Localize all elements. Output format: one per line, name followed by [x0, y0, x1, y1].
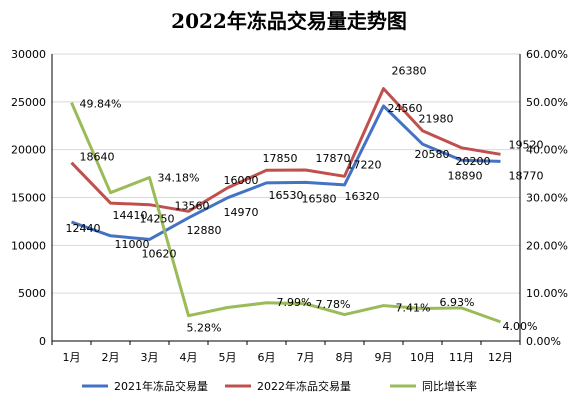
chart-title: 2022年冻品交易量走势图 — [171, 9, 407, 33]
data-label: 7.41% — [396, 302, 431, 315]
x-tick-label: 1月 — [63, 351, 81, 364]
x-tick-label: 6月 — [258, 351, 276, 364]
x-tick-label: 3月 — [141, 351, 159, 364]
data-label: 13560 — [175, 199, 210, 212]
data-label: 7.99% — [277, 296, 312, 309]
data-label: 17870 — [316, 152, 351, 165]
data-label: 14410 — [113, 209, 148, 222]
data-label: 20200 — [456, 155, 491, 168]
x-tick-label: 7月 — [297, 351, 315, 364]
y-right-tick-label: 30.00% — [526, 192, 568, 205]
x-tick-label: 4月 — [180, 351, 198, 364]
data-label: 24560 — [388, 102, 423, 115]
legend-label-2: 2022年冻品交易量 — [257, 379, 351, 393]
data-label: 19520 — [509, 138, 544, 151]
data-label: 16580 — [302, 192, 337, 205]
data-label: 26380 — [392, 65, 427, 78]
legend-label-3: 同比增长率 — [422, 379, 477, 393]
data-label: 17220 — [347, 158, 382, 171]
y-right-tick-label: 20.00% — [526, 239, 568, 252]
data-label: 10620 — [142, 247, 177, 260]
y-right-tick-label: 0.00% — [526, 335, 561, 348]
x-tick-label: 8月 — [336, 351, 354, 364]
y-left-tick-label: 25000 — [11, 96, 46, 109]
x-tick-label: 9月 — [375, 351, 393, 364]
data-label: 7.78% — [316, 298, 351, 311]
data-label: 34.18% — [158, 172, 200, 185]
series-layer — [70, 87, 502, 324]
series-line-1 — [70, 104, 501, 241]
data-label: 5.28% — [187, 322, 222, 335]
data-label: 12880 — [187, 224, 222, 237]
y-left-tick-label: 15000 — [11, 192, 46, 205]
legend-label-1: 2021年冻品交易量 — [114, 379, 208, 393]
y-left-tick-label: 10000 — [11, 239, 46, 252]
data-label: 14250 — [140, 213, 175, 226]
data-label: 12440 — [66, 222, 101, 235]
data-label: 16000 — [224, 174, 259, 187]
grid — [52, 53, 520, 294]
y-right-tick-label: 60.00% — [526, 48, 568, 61]
x-tick-label: 2月 — [102, 351, 120, 364]
data-label: 6.93% — [440, 296, 475, 309]
axes: 0 5000 10000 15000 20000 25000 30000 0.00% 10.00… — [11, 48, 568, 364]
x-tick-label: 5月 — [219, 351, 237, 364]
y-left-tick-label: 5000 — [18, 287, 46, 300]
legend: 2021年冻品交易量 2022年冻品交易量 同比增长率 — [82, 379, 477, 393]
series-line-2 — [70, 87, 501, 213]
data-label: 16320 — [345, 190, 380, 203]
data-label: 18890 — [448, 169, 483, 182]
series-line-3 — [70, 102, 502, 324]
x-tick-label: 11月 — [449, 351, 474, 364]
y-right-tick-label: 50.00% — [526, 96, 568, 109]
y-left-tick-label: 30000 — [11, 48, 46, 61]
data-label: 11000 — [115, 238, 150, 251]
y-right-tick-label: 40.00% — [526, 144, 568, 157]
x-tick-label: 12月 — [488, 351, 513, 364]
y-right-tick-label: 10.00% — [526, 287, 568, 300]
data-label: 18640 — [80, 151, 115, 164]
data-label: 18770 — [509, 169, 544, 182]
data-label: 21980 — [419, 113, 454, 126]
data-label: 14970 — [224, 206, 259, 219]
data-label: 16530 — [269, 189, 304, 202]
y-left-tick-label: 20000 — [11, 144, 46, 157]
x-tick-label: 10月 — [410, 351, 435, 364]
data-label: 49.84% — [80, 98, 122, 111]
data-label: 20580 — [415, 148, 450, 161]
data-label: 17850 — [263, 152, 298, 165]
y-left-tick-label: 0 — [39, 335, 46, 348]
data-label: 4.00% — [503, 320, 538, 333]
